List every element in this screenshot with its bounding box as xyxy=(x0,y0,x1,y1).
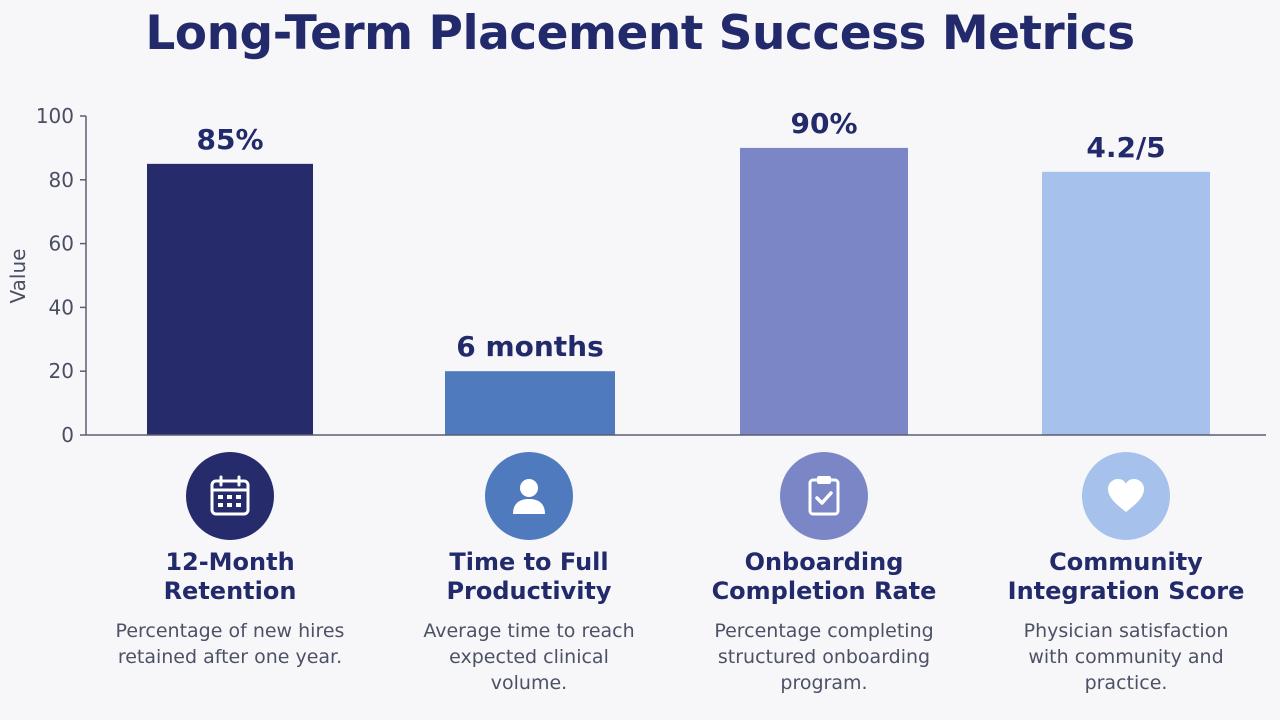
metric-description: Percentage completing structured onboard… xyxy=(714,620,934,694)
data-label: 90% xyxy=(790,107,857,140)
metric-card-community: Community Integration Score Physician sa… xyxy=(976,452,1276,696)
bar xyxy=(445,371,615,435)
y-tick-label: 40 xyxy=(49,295,74,319)
bar xyxy=(740,147,908,435)
y-tick-label: 100 xyxy=(36,104,74,128)
metric-name: Onboarding Completion Rate xyxy=(674,548,974,606)
clipboard-check-icon xyxy=(780,452,868,540)
metric-name: Time to Full Productivity xyxy=(379,548,679,606)
metric-name-line-1: Onboarding xyxy=(744,548,904,576)
data-label: 6 months xyxy=(456,330,604,363)
y-tick-label: 80 xyxy=(49,168,74,192)
calendar-icon xyxy=(186,452,274,540)
metric-card-onboarding: Onboarding Completion Rate Percentage co… xyxy=(674,452,974,696)
metric-name-line-2: Retention xyxy=(163,577,297,605)
bar xyxy=(1042,171,1210,435)
person-icon xyxy=(485,452,573,540)
bar xyxy=(147,163,313,435)
y-tick-label: 60 xyxy=(49,232,74,256)
metric-description: Percentage of new hires retained after o… xyxy=(115,620,345,668)
metric-name-line-1: Community xyxy=(1049,548,1203,576)
y-tick-label: 20 xyxy=(49,359,74,383)
metric-name-line-2: Productivity xyxy=(446,577,612,605)
y-tick-label: 0 xyxy=(61,423,74,447)
metric-name-line-2: Integration Score xyxy=(1007,577,1245,605)
y-axis-title: Value xyxy=(6,249,30,304)
metric-name-line-1: 12-Month xyxy=(165,548,295,576)
bar-chart: 0 20 40 60 80 100 Value 85% 6 months 90% 4.2/5 xyxy=(6,104,1266,447)
metric-name: 12-Month Retention xyxy=(80,548,380,606)
metric-card-retention: 12-Month Retention Percentage of new hir… xyxy=(80,452,380,670)
chart-title: Long-Term Placement Success Metrics xyxy=(145,6,1135,61)
data-label: 4.2/5 xyxy=(1086,131,1165,164)
metric-name-line-2: Completion Rate xyxy=(711,577,937,605)
metric-card-productivity: Time to Full Productivity Average time t… xyxy=(379,452,679,696)
metric-description: Physician satisfaction with community an… xyxy=(1023,620,1229,694)
metric-name: Community Integration Score xyxy=(976,548,1276,606)
metric-name-line-1: Time to Full xyxy=(449,548,609,576)
data-label: 85% xyxy=(196,123,263,156)
heart-icon xyxy=(1082,452,1170,540)
metric-description: Average time to reach expected clinical … xyxy=(423,620,635,694)
